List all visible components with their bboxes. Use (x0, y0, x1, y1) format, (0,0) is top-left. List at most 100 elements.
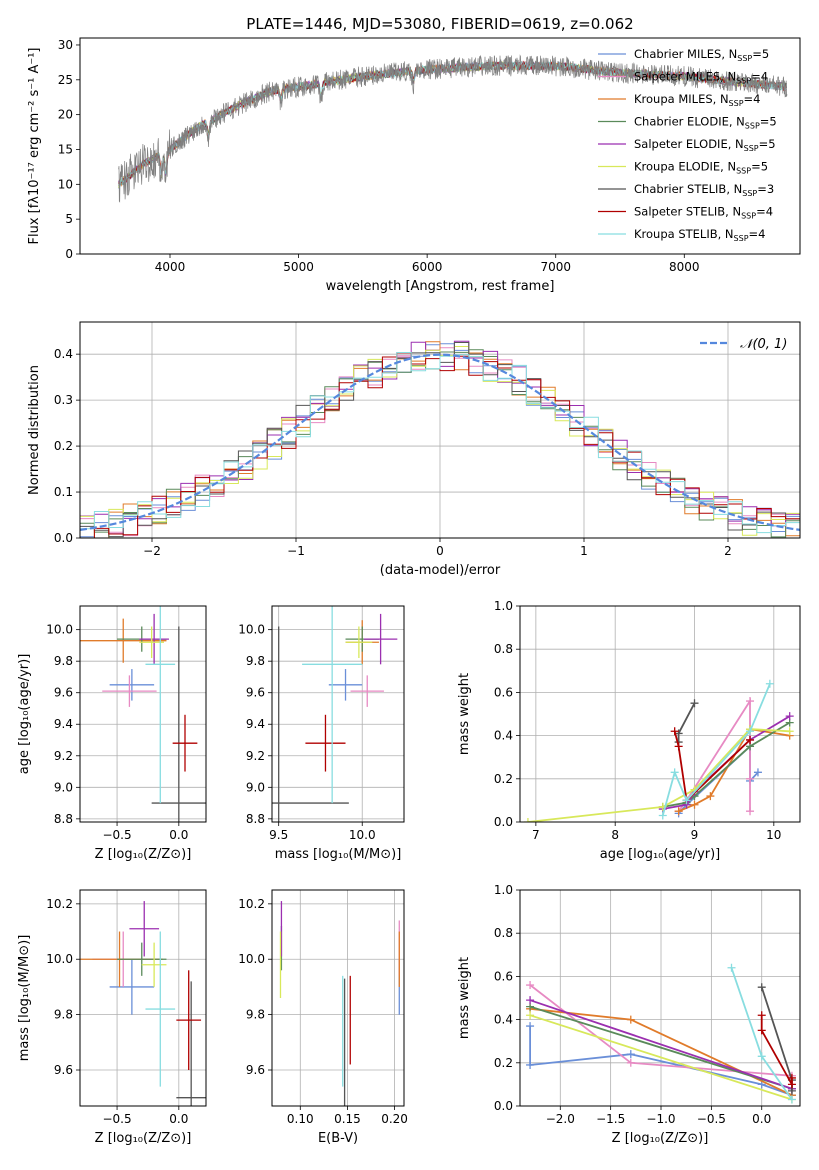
x-tick-label: 7 (532, 828, 540, 842)
gaussian-curve (80, 353, 800, 531)
y-tick-label: 0.4 (494, 1013, 513, 1027)
x-tick-label: −2 (143, 544, 161, 558)
weight-marker (746, 697, 755, 706)
errorbar-point-kroupa_stelib (145, 606, 176, 804)
weight-marker (682, 796, 691, 805)
errorbar-point-salpeter_elodie (139, 613, 169, 665)
y-tick-label: 0.6 (494, 685, 513, 699)
weight-marker (746, 735, 755, 744)
x-axis-label: age [log₁₀(age/yr)] (600, 847, 721, 862)
legend-entry: Kroupa ELODIE, NSSP=5 (634, 160, 768, 176)
weight-marker (787, 1073, 796, 1082)
y-tick-label: 9.6 (246, 686, 265, 700)
x-tick-label: −2.0 (546, 1112, 575, 1126)
y-axis-label: mass weight (457, 673, 472, 755)
weight-marker (674, 807, 683, 816)
y-axis-label: mass [log₁₀(M/M⊙)] (17, 935, 32, 1062)
y-tick-label: 10 (58, 177, 73, 191)
x-tick-label: 0.20 (381, 1112, 408, 1126)
y-tick-label: 0.6 (494, 969, 513, 983)
y-tick-label: 0.0 (54, 531, 73, 545)
weight-marker (526, 1060, 535, 1069)
x-tick-label: −0.5 (102, 1112, 131, 1126)
weight-marker (746, 727, 755, 736)
x-tick-label: 0.10 (287, 1112, 314, 1126)
y-tick-label: 0.0 (494, 815, 513, 829)
figure-title: PLATE=1446, MJD=53080, FIBERID=0619, z=0… (246, 15, 633, 33)
y-tick-label: 9.6 (54, 1063, 73, 1077)
weight-marker (526, 1022, 535, 1031)
x-tick-label: 1 (580, 544, 588, 558)
y-tick-label: 9.0 (246, 780, 265, 794)
weight-marker (753, 768, 762, 777)
legend-entry: Chabrier MILES, NSSP=5 (634, 47, 769, 63)
weight-marker (757, 1026, 766, 1035)
y-tick-label: 0.2 (494, 1056, 513, 1070)
y-tick-label: 9.6 (246, 1063, 265, 1077)
errorbar-point-chabrier_miles (109, 959, 155, 1015)
y-tick-label: 9.8 (246, 654, 265, 668)
panel-spectrum: 4000 5000 6000 7000 8000 0 5 10 15 20 25 30 waveleng… (27, 37, 801, 294)
y-tick-label: 0.4 (54, 347, 73, 361)
plot-area (279, 901, 400, 1106)
y-tick-label: 9.2 (54, 749, 73, 763)
legend-entry: 𝒩(0, 1) (740, 337, 787, 352)
x-tick-label: 10.0 (349, 828, 376, 842)
y-tick-label: 9.8 (54, 654, 73, 668)
observed-spectrum (118, 54, 788, 203)
x-axis-label: Z [log₁₀(Z/Z⊙)] (95, 1131, 192, 1146)
x-tick-label: −1.0 (646, 1112, 675, 1126)
x-tick-label: −1 (287, 544, 305, 558)
errorbar-point-kroupa_stelib (302, 606, 363, 804)
errorbar-point-chabrier_miles (109, 669, 155, 701)
plots-group: 4000 5000 6000 7000 8000051015202530waveleng… (17, 37, 801, 1146)
weight-marker (787, 1095, 796, 1104)
weight-marker (658, 811, 667, 820)
x-tick-label: 0.0 (752, 1112, 771, 1126)
y-tick-label: 0.8 (494, 926, 513, 940)
weight-marker (785, 712, 794, 721)
y-tick-label: 5 (65, 212, 73, 226)
errorbar-point-salpeter_stelib (176, 970, 202, 1070)
errorbar-point-salpeter_elodie (129, 901, 160, 957)
weight-marker (626, 1058, 635, 1067)
x-tick-label: 9 (691, 828, 699, 842)
legend-entry: Salpeter ELODIE, NSSP=5 (634, 137, 776, 153)
errorbar-point-chabrier_elodie (117, 942, 167, 976)
x-tick-label: 0.0 (169, 1112, 188, 1126)
panel-age_vs_z: −0.5 0.0 8.8 9.0 9.2 9.4 9.6 9.8 10.0 Z [log₁₀(Z/… (17, 605, 207, 862)
x-tick-label: 6000 (412, 260, 443, 274)
y-axis-label: mass weight (457, 957, 472, 1039)
panel-mass_vs_ebv: 0.10 0.15 0.20 9.6 9.8 10.0 10.2 E(B-V) (238, 889, 408, 1146)
y-tick-label: 20 (58, 108, 73, 122)
panel-residuals: −2 −1 0 1 2 0.0 0.1 0.2 0.3 0.4 (data-model)/error… (27, 321, 801, 578)
weight-marker (757, 983, 766, 992)
weight-line-chabrier_miles (677, 744, 759, 815)
y-tick-label: 8.8 (54, 812, 73, 826)
errorbar-point-salpeter_stelib (172, 714, 198, 772)
y-axis-label: age [log₁₀(age/yr)] (17, 654, 32, 775)
y-tick-label: 10.0 (46, 623, 73, 637)
y-tick-label: 1.0 (494, 883, 513, 897)
x-tick-label: 2 (724, 544, 732, 558)
y-tick-label: 1.0 (494, 599, 513, 613)
axes-frame (79, 321, 801, 539)
errorbar-point-kroupa_elodie (141, 942, 167, 987)
residual-histogram-kroupa_stelib (80, 352, 800, 534)
panel-weight_vs_age: 7 8 9 10 0.0 0.2 0.4 0.6 0.8 1.0 age [log₁₀(age/yr… (457, 599, 801, 862)
x-tick-label: 0 (436, 544, 444, 558)
axes-frame (271, 889, 405, 1107)
weight-marker (785, 727, 794, 736)
weight-marker (670, 768, 679, 777)
plot-area (80, 901, 206, 1106)
weight-marker (670, 727, 679, 736)
x-tick-label: 9.5 (269, 828, 288, 842)
y-tick-label: 0 (65, 247, 73, 261)
legend-entry: Salpeter STELIB, NSSP=4 (634, 205, 773, 221)
x-axis-label: (data-model)/error (380, 563, 501, 578)
axes-frame (519, 889, 801, 1107)
panel-mass_vs_z: −0.5 0.0 9.6 9.8 10.0 10.2 Z [log₁₀(Z/Z⊙)] mass… (17, 889, 207, 1146)
y-tick-label: 9.4 (246, 717, 265, 731)
x-tick-label: −0.5 (697, 1112, 726, 1126)
y-tick-label: 10.0 (238, 952, 265, 966)
